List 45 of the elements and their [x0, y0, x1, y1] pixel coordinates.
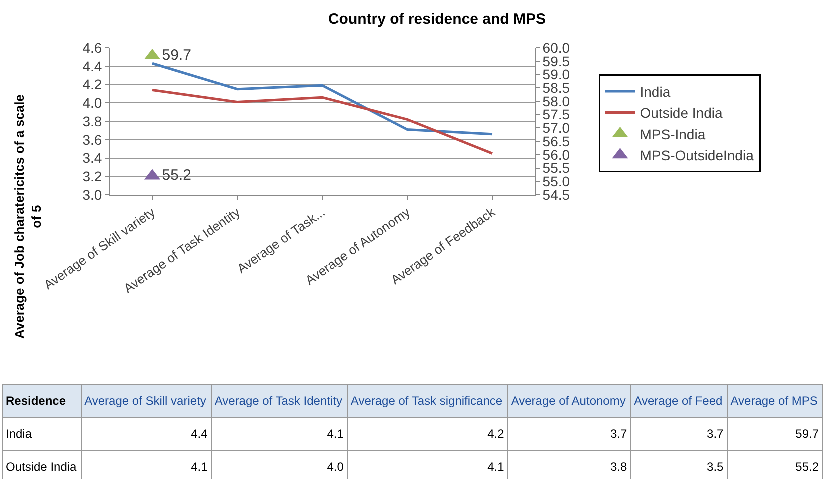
y-tick-label: 3.4	[82, 150, 102, 166]
legend-label: MPS-OutsideIndia	[640, 148, 754, 164]
y-tick-label: 4.4	[82, 58, 102, 74]
y-axis-title: Average of Job charatericitcs of a scale of 5	[12, 94, 44, 340]
text: Average of Skill variety	[81, 384, 212, 418]
y-tick-label: 3.2	[82, 168, 102, 185]
text: 3.8	[508, 450, 631, 479]
text: 3.7	[630, 418, 728, 450]
data-label: 55.2	[162, 167, 192, 184]
text: 4.1	[347, 450, 508, 479]
y2-tick-label: 59.5	[542, 53, 570, 70]
y-tick-label: 3.8	[82, 113, 102, 130]
y-tick-label: 4.6	[82, 40, 102, 56]
legend-label: MPS-India	[640, 126, 706, 142]
line-series	[151, 62, 494, 136]
y2-tick-label: 56.0	[542, 146, 570, 163]
text: Outside India	[2, 450, 82, 479]
text: 4.1	[81, 450, 212, 479]
text: 3.5	[630, 450, 728, 479]
text: Residence	[2, 384, 82, 418]
y-tick-label: 4.2	[82, 76, 102, 93]
text: Average of MPS	[727, 384, 822, 418]
text: 55.2	[727, 450, 822, 479]
text: Average of Task Identity	[211, 384, 348, 418]
text: Average of Autonomy	[508, 384, 631, 418]
text: 4.0	[211, 450, 348, 479]
text: Average of Task significance	[347, 384, 508, 418]
y2-tick-label: 57.5	[542, 106, 570, 123]
text: 4.2	[347, 418, 508, 450]
y2-tick-label: 55.5	[542, 160, 570, 176]
y-tick-label: 4.0	[82, 95, 102, 112]
data-label: 59.7	[162, 46, 192, 64]
text: 59.7	[727, 418, 822, 450]
text: 3.7	[508, 418, 631, 450]
y-tick-label: 3.0	[82, 186, 102, 203]
legend-label: India	[640, 84, 671, 100]
text: Average of Feed	[630, 384, 728, 418]
line-series	[151, 89, 494, 155]
chart-title: Country of residence and MPS	[328, 10, 546, 28]
y-tick-label: 3.6	[82, 132, 102, 148]
text: 4.1	[211, 418, 348, 450]
y2-tick-label: 60.0	[542, 40, 570, 56]
y2-tick-label: 58.0	[542, 93, 570, 110]
text: India	[2, 418, 82, 450]
legend-label: Outside India	[640, 105, 723, 122]
